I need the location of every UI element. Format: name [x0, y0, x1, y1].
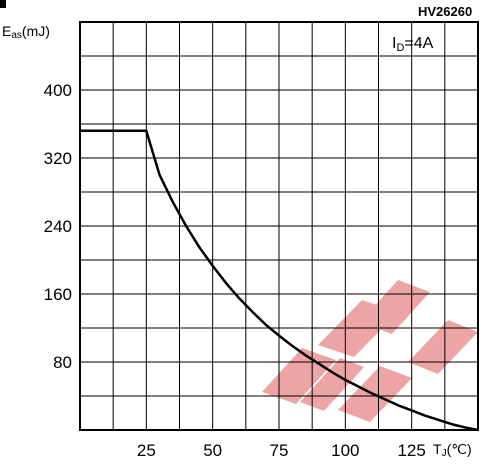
plot-frame	[79, 21, 479, 431]
series-line	[80, 129, 479, 432]
y-tick-labels: 80 160 240 320 400	[44, 81, 72, 372]
y-tick-label: 320	[44, 149, 72, 168]
y-tick-label: 400	[44, 81, 72, 100]
corner-mark	[0, 0, 6, 8]
x-tick-label: 50	[203, 441, 222, 460]
condition-label: ID=4A	[392, 35, 434, 54]
part-number: HV26260	[418, 4, 472, 19]
x-tick-label: 100	[331, 441, 359, 460]
y-tick-label: 240	[44, 217, 72, 236]
x-tick-label: 75	[270, 441, 289, 460]
x-tick-label: 25	[137, 441, 156, 460]
x-tick-label: 125	[397, 441, 425, 460]
x-axis-label: TJ(℃)	[433, 441, 472, 459]
x-tick-labels: 25 50 75 100 125	[137, 441, 426, 460]
y-tick-label: 160	[44, 285, 72, 304]
y-axis-label: Eas(mJ)	[2, 23, 50, 41]
y-tick-label: 80	[53, 353, 72, 372]
grid-lines	[80, 22, 478, 430]
series-layer	[80, 129, 479, 432]
